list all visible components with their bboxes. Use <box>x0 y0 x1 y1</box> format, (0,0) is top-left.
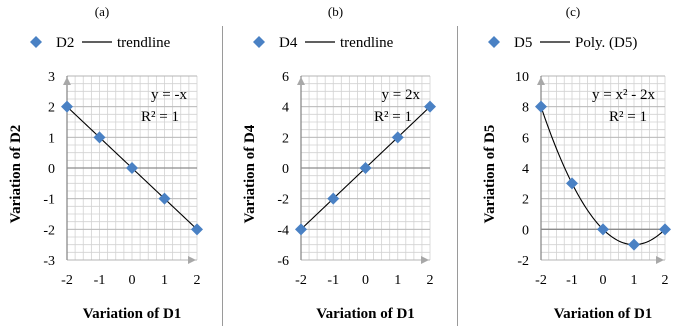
y-tick-label: -4 <box>277 223 289 238</box>
x-tick-label: -2 <box>295 273 307 288</box>
legend-series-label: D4 <box>279 35 298 51</box>
data-point <box>93 131 106 144</box>
y-axis-title: Variation of D5 <box>482 125 498 224</box>
y-tick-label: -1 <box>43 193 55 208</box>
data-point <box>191 223 203 236</box>
panel-label: (c) <box>566 4 580 19</box>
x-tick-label: -1 <box>566 273 578 288</box>
data-point <box>295 223 307 236</box>
x-tick-label: 2 <box>662 273 669 288</box>
x-tick-label: 1 <box>394 273 401 288</box>
y-tick-label: 3 <box>48 70 55 85</box>
equation-label: y = 2x <box>382 87 421 103</box>
data-point <box>158 192 171 205</box>
equation-label: y = -x <box>151 87 187 103</box>
data-point <box>597 223 609 236</box>
x-axis-arrow-icon <box>421 256 429 264</box>
legend-trend-label: trendline <box>117 35 171 51</box>
data-point <box>359 162 372 174</box>
legend-series-label: D2 <box>56 35 74 51</box>
x-axis-arrow-icon <box>656 256 664 264</box>
equation-label: y = x² - 2x <box>592 87 655 103</box>
x-axis-title: Variation of D1 <box>316 306 415 322</box>
y-tick-label: 4 <box>522 162 529 177</box>
chart-panel-3: (c) D5 Poly. (D5) -2 0 2 4 6 8 10 -2 -1 0 1 2 Variation… <box>482 4 671 322</box>
legend-marker-icon <box>30 36 42 48</box>
y-axis-arrow-icon <box>537 77 545 85</box>
y-tick-label: 6 <box>522 131 529 146</box>
data-point <box>126 162 138 174</box>
y-tick-label: -2 <box>517 254 529 269</box>
x-axis-arrow-icon <box>188 256 196 264</box>
y-tick-label: -3 <box>43 254 55 269</box>
y-tick-label: 6 <box>282 70 289 85</box>
y-tick-label: 2 <box>48 101 55 116</box>
legend-marker-icon <box>253 36 265 48</box>
x-tick-label: 0 <box>129 273 136 288</box>
data-point <box>535 100 547 113</box>
y-tick-label: 0 <box>282 162 289 177</box>
x-axis-title: Variation of D1 <box>554 306 653 322</box>
legend-series-label: D5 <box>514 35 532 51</box>
data-point <box>659 223 671 236</box>
x-tick-label: -1 <box>94 273 106 288</box>
x-tick-label: 2 <box>194 273 201 288</box>
panel-divider <box>222 26 223 326</box>
data-point <box>424 100 436 113</box>
x-tick-label: 1 <box>161 273 168 288</box>
chart-panel-2: (b) D4 trendline -6 -4 -2 0 2 4 6 -2 -1 0 1 2 Variation… <box>242 4 436 322</box>
legend-trend-label: Poly. (D5) <box>575 35 637 51</box>
y-tick-label: 2 <box>522 193 529 208</box>
y-tick-label: 2 <box>282 131 289 146</box>
x-tick-label: -1 <box>327 273 339 288</box>
data-point <box>628 238 640 251</box>
x-tick-label: -2 <box>61 273 73 288</box>
y-tick-label: 10 <box>515 70 529 85</box>
x-tick-label: 1 <box>631 273 638 288</box>
y-tick-label: 0 <box>522 223 529 238</box>
x-tick-label: 0 <box>362 273 369 288</box>
y-tick-label: -2 <box>43 223 55 238</box>
data-point <box>61 100 73 113</box>
data-point <box>566 177 578 190</box>
y-tick-label: -2 <box>277 193 289 208</box>
r-squared-label: R² = 1 <box>609 109 647 125</box>
y-tick-label: 4 <box>282 101 289 116</box>
x-tick-label: 0 <box>600 273 607 288</box>
legend: D2 trendline <box>30 35 171 51</box>
legend: D4 trendline <box>253 35 394 51</box>
legend-trend-label: trendline <box>340 35 394 51</box>
data-point <box>391 131 404 144</box>
x-tick-label: 2 <box>427 273 434 288</box>
x-axis-title: Variation of D1 <box>83 306 182 322</box>
data-point <box>327 192 340 205</box>
y-tick-label: -6 <box>277 254 289 269</box>
panel-label: (b) <box>328 4 343 19</box>
y-tick-label: 0 <box>48 162 55 177</box>
y-axis-arrow-icon <box>63 77 71 85</box>
y-axis-title: Variation of D4 <box>242 124 258 223</box>
panel-divider <box>457 26 458 326</box>
chart-panel-1: (a) D2 trendline -3 -2 -1 0 1 2 3 -2 -1 0 1 2 Variation… <box>8 4 203 322</box>
y-tick-label: 8 <box>522 101 529 116</box>
legend-marker-icon <box>488 36 500 48</box>
legend: D5 Poly. (D5) <box>488 35 637 51</box>
r-squared-label: R² = 1 <box>141 109 179 125</box>
r-squared-label: R² = 1 <box>374 109 412 125</box>
panel-label: (a) <box>95 4 109 19</box>
y-tick-label: 1 <box>48 131 55 146</box>
y-axis-arrow-icon <box>297 77 305 85</box>
y-axis-title: Variation of D2 <box>8 125 24 224</box>
x-tick-label: -2 <box>535 273 547 288</box>
